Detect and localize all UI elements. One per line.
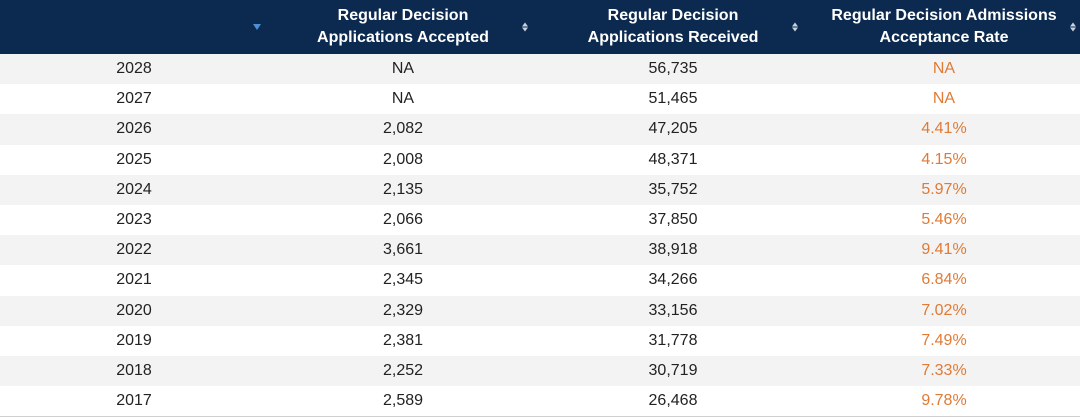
table-row: 2023 2,066 37,850 5.46%	[0, 204, 1080, 236]
column-header-rate-line2: Acceptance Rate	[879, 29, 1009, 46]
accepted-cell: 2,082	[382, 120, 424, 138]
acceptance-rate-cell: 6.84%	[921, 271, 967, 289]
column-header-accepted-line1: Regular Decision	[337, 7, 469, 24]
accepted-cell: 2,008	[382, 150, 424, 168]
column-header-rate-line1: Regular Decision Admissions	[831, 7, 1057, 24]
column-header-rate[interactable]: Regular Decision Admissions Acceptance R…	[808, 0, 1080, 54]
sort-icon[interactable]	[792, 22, 798, 32]
table-row: 2019 2,381 31,778 7.49%	[0, 325, 1080, 356]
column-header-received[interactable]: Regular Decision Applications Received	[538, 0, 808, 54]
year-cell: 2026	[116, 120, 152, 138]
acceptance-rate-cell: 4.41%	[921, 120, 967, 138]
sort-descending-icon[interactable]	[253, 24, 261, 30]
acceptance-rate-cell: 5.46%	[921, 211, 967, 229]
year-cell: 2018	[116, 361, 152, 379]
received-cell: 26,468	[648, 392, 698, 410]
table-row: 2024 2,135 35,752 5.97%	[0, 174, 1080, 205]
acceptance-rate-cell: NA	[932, 60, 956, 78]
acceptance-rate-cell: 5.97%	[921, 180, 967, 198]
table-row: 2018 2,252 30,719 7.33%	[0, 355, 1080, 387]
accepted-cell: 2,066	[382, 211, 424, 229]
received-cell: 33,156	[648, 301, 698, 319]
column-header-received-line2: Applications Received	[587, 29, 759, 46]
year-cell: 2022	[116, 241, 152, 259]
acceptance-rate-cell: 7.49%	[921, 331, 967, 349]
accepted-cell: 3,661	[382, 241, 424, 259]
year-cell: 2017	[116, 392, 152, 410]
acceptance-rate-cell: 7.02%	[921, 301, 967, 319]
sort-icon[interactable]	[522, 22, 528, 32]
table-row: 2028 NA 56,735 NA	[0, 54, 1080, 85]
acceptance-rate-cell: 7.33%	[921, 361, 967, 379]
table-row: 2017 2,589 26,468 9.78%	[0, 386, 1080, 417]
table-row: 2026 2,082 47,205 4.41%	[0, 114, 1080, 145]
received-cell: 47,205	[648, 120, 698, 138]
received-cell: 31,778	[648, 331, 698, 349]
received-cell: 30,719	[648, 361, 698, 379]
table-row: 2020 2,329 33,156 7.02%	[0, 295, 1080, 326]
year-cell: 2027	[116, 90, 152, 108]
column-header-accepted-line2: Applications Accepted	[317, 29, 489, 46]
acceptance-rate-cell: 9.41%	[921, 241, 967, 259]
received-cell: 48,371	[648, 150, 698, 168]
accepted-cell: NA	[391, 90, 415, 108]
year-cell: 2021	[116, 271, 152, 289]
received-cell: 38,918	[648, 241, 698, 259]
accepted-cell: 2,345	[382, 271, 424, 289]
column-header-accepted[interactable]: Regular Decision Applications Accepted	[268, 0, 538, 54]
table-row: 2021 2,345 34,266 6.84%	[0, 265, 1080, 296]
table-row: 2027 NA 51,465 NA	[0, 84, 1080, 115]
received-cell: 34,266	[648, 271, 698, 289]
acceptance-rate-cell: NA	[932, 90, 956, 108]
accepted-cell: 2,589	[382, 392, 424, 410]
year-cell: 2020	[116, 301, 152, 319]
year-cell: 2025	[116, 150, 152, 168]
column-header-received-line1: Regular Decision	[607, 7, 739, 24]
acceptance-rate-cell: 4.15%	[921, 150, 967, 168]
year-cell: 2023	[116, 211, 152, 229]
accepted-cell: 2,252	[382, 361, 424, 379]
table-row: 2025 2,008 48,371 4.15%	[0, 144, 1080, 175]
year-cell: 2019	[116, 331, 152, 349]
table-bottom-border	[0, 416, 1080, 418]
table-header: Regular Decision Applications Accepted R…	[0, 0, 1080, 54]
accepted-cell: 2,329	[382, 301, 424, 319]
received-cell: 37,850	[648, 211, 698, 229]
received-cell: 51,465	[648, 90, 698, 108]
column-header-year[interactable]	[0, 0, 268, 54]
table-row: 2022 3,661 38,918 9.41%	[0, 235, 1080, 266]
year-cell: 2028	[116, 60, 152, 78]
acceptance-rate-cell: 9.78%	[921, 392, 967, 410]
accepted-cell: 2,135	[382, 180, 424, 198]
sort-icon[interactable]	[1070, 22, 1076, 32]
year-cell: 2024	[116, 180, 152, 198]
received-cell: 35,752	[648, 180, 698, 198]
received-cell: 56,735	[648, 60, 698, 78]
accepted-cell: 2,381	[382, 331, 424, 349]
accepted-cell: NA	[391, 60, 415, 78]
table-body: 2028 NA 56,735 NA 2027 NA 51,465 NA 2026 2,082 47,…	[0, 54, 1080, 417]
